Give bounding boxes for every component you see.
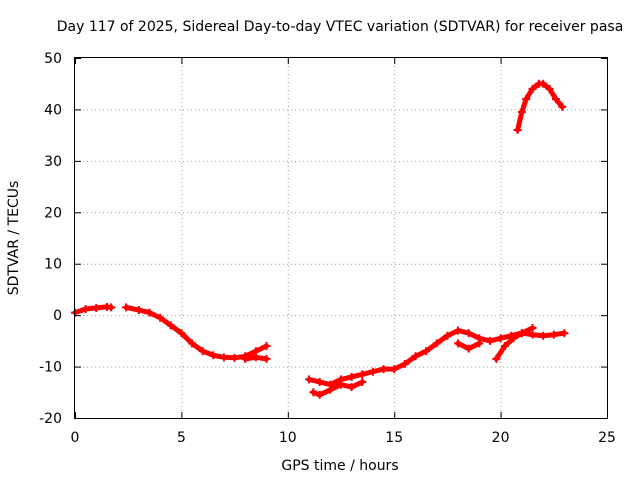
data-point: [551, 95, 560, 104]
x-tick-label: 5: [177, 430, 186, 446]
data-point: [326, 385, 335, 394]
data-point: [390, 365, 399, 374]
chart-title: Day 117 of 2025, Sidereal Day-to-day VTE…: [57, 19, 624, 35]
y-tick-label: 20: [44, 205, 62, 221]
data-point: [522, 95, 531, 104]
data-point: [539, 331, 548, 340]
data-point: [496, 334, 505, 343]
axis-ticks: 0 5 10 15 20 25 -20 -10 0 10 20 30 40 50: [39, 51, 616, 446]
y-tick-label: 0: [53, 308, 62, 324]
data-point: [509, 334, 518, 343]
data-point: [500, 342, 509, 350]
data-point: [517, 329, 526, 338]
data-point: [198, 347, 207, 356]
data-point: [528, 324, 537, 332]
data-point: [464, 344, 473, 353]
data-point: [539, 79, 548, 88]
data-point: [219, 353, 228, 362]
y-tick-label: 50: [44, 51, 62, 67]
data-point: [81, 304, 90, 313]
plot-frame: [74, 57, 608, 419]
grid: [75, 58, 607, 418]
data-point: [358, 370, 367, 379]
data-point: [560, 329, 569, 338]
data-point: [558, 102, 567, 111]
data-point: [517, 108, 526, 116]
data-point: [432, 339, 441, 348]
data-point: [549, 330, 558, 339]
data-point: [485, 336, 494, 345]
data-point: [122, 303, 131, 312]
x-tick-label: 10: [279, 430, 297, 446]
data-point: [262, 342, 271, 350]
x-tick-label: 15: [385, 430, 403, 446]
data-point: [492, 354, 501, 363]
series-segment-3: [306, 328, 567, 388]
data-point: [358, 378, 367, 386]
data-series: [71, 79, 569, 399]
data-point: [528, 84, 537, 93]
data-point: [347, 372, 356, 381]
data-point: [475, 339, 484, 348]
data-point: [145, 308, 154, 317]
data-point: [545, 84, 554, 93]
data-point: [107, 303, 116, 312]
data-point: [368, 367, 377, 376]
data-point: [251, 353, 260, 362]
data-point: [134, 306, 143, 314]
data-point: [188, 339, 197, 348]
data-point: [454, 326, 463, 335]
data-point: [262, 354, 271, 363]
data-point: [305, 375, 314, 384]
data-point: [411, 352, 420, 361]
data-point: [315, 378, 324, 386]
data-point: [92, 303, 101, 312]
data-point: [241, 354, 250, 363]
data-point: [464, 329, 473, 338]
data-point: [400, 360, 409, 368]
series-segment-4: [515, 81, 565, 133]
data-point: [337, 380, 345, 389]
data-point: [454, 339, 463, 348]
x-tick-label: 20: [492, 430, 510, 446]
y-tick-label: -10: [39, 360, 62, 376]
data-point: [513, 126, 522, 134]
data-point: [156, 313, 165, 322]
data-point: [422, 347, 431, 356]
y-tick-label: 40: [44, 102, 62, 118]
data-point: [166, 321, 175, 330]
x-axis-label: GPS time / hours: [281, 458, 398, 474]
x-tick-label: 25: [598, 430, 616, 446]
data-point: [209, 351, 218, 360]
data-point: [347, 383, 356, 392]
data-point: [230, 353, 239, 362]
data-point: [309, 388, 318, 397]
data-point: [315, 390, 324, 399]
y-tick-label: -20: [39, 411, 62, 427]
y-tick-label: 30: [44, 154, 62, 170]
series-segment-2: [123, 304, 269, 361]
x-tick-label: 0: [71, 430, 80, 446]
data-point: [379, 365, 388, 374]
data-point: [528, 330, 537, 339]
y-tick-label: 10: [44, 257, 62, 273]
y-axis-label: SDTVAR / TECUs: [6, 181, 22, 296]
data-point: [177, 329, 186, 338]
data-point: [443, 331, 452, 340]
